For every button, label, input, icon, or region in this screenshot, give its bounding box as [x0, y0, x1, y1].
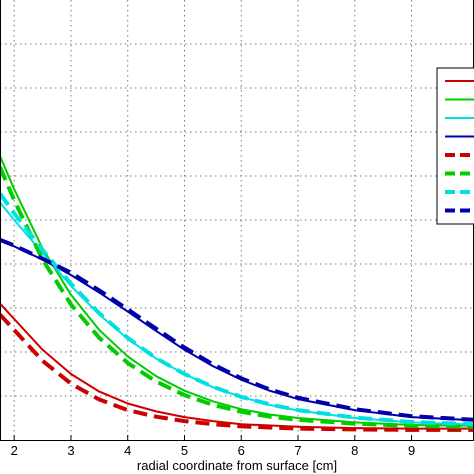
- grid-lines: [0, 0, 474, 440]
- series-lines: [0, 155, 474, 432]
- legend: [436, 67, 474, 225]
- x-axis-label: radial coordinate from surface [cm]: [137, 458, 337, 473]
- x-axis-ticks: 2 3 4 5 6 7 8 9: [11, 435, 415, 458]
- x-tick-label: 6: [238, 443, 245, 458]
- x-tick-label: 9: [408, 443, 415, 458]
- x-tick-label: 4: [124, 443, 131, 458]
- series-line-8: [0, 237, 474, 422]
- series-line-5: [0, 313, 474, 432]
- x-tick-label: 3: [67, 443, 74, 458]
- series-line-7: [0, 192, 474, 427]
- legend-box: [436, 67, 474, 225]
- x-tick-label: 8: [351, 443, 358, 458]
- series-line-6: [0, 166, 474, 429]
- x-tick-label: 7: [294, 443, 301, 458]
- x-tick-label: 2: [11, 443, 18, 458]
- x-tick-label: 5: [181, 443, 188, 458]
